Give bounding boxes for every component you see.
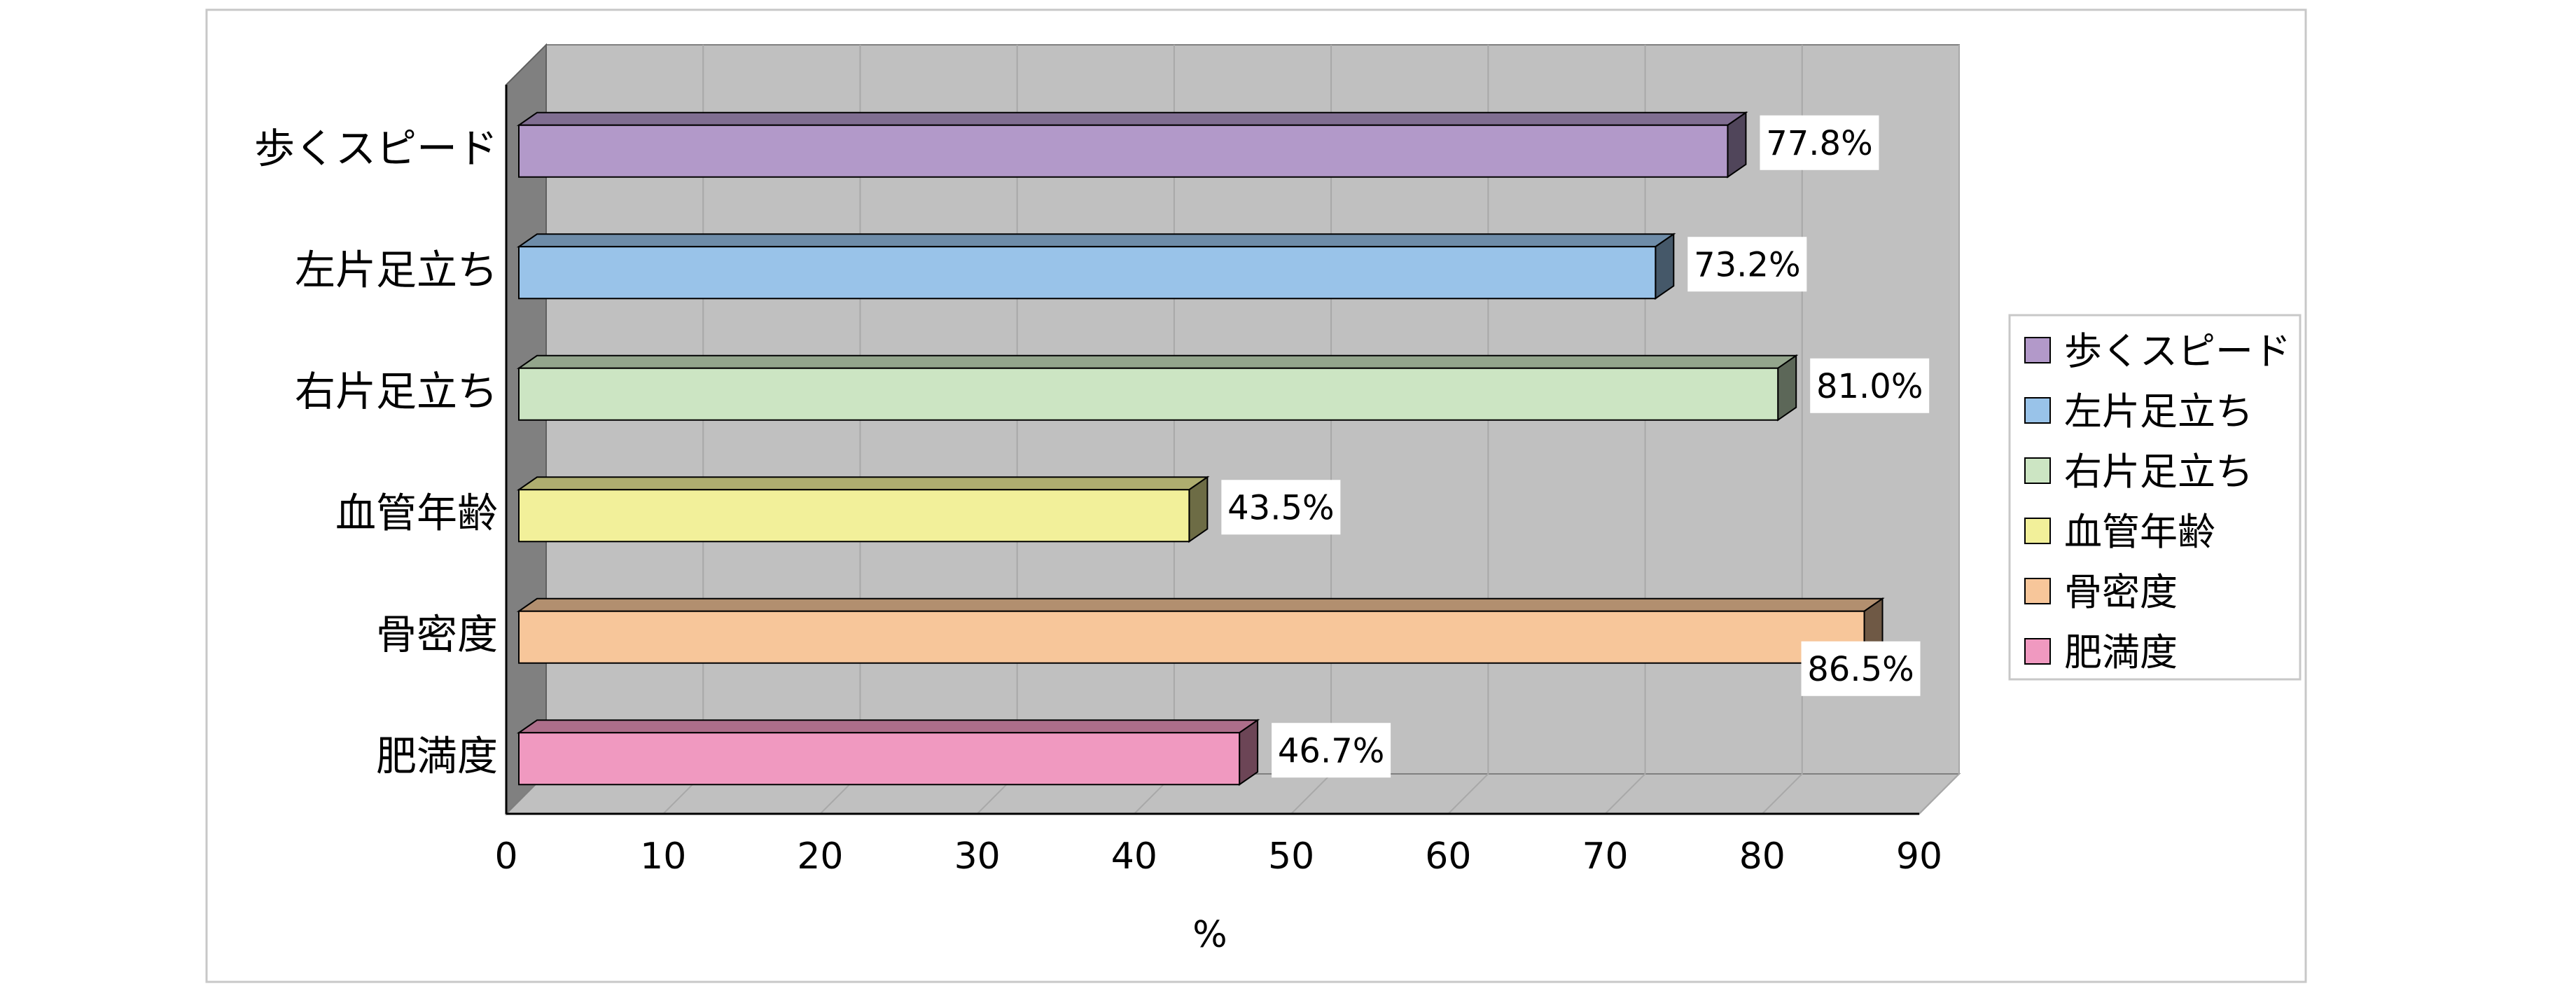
legend-entry: 右片足立ち — [2024, 450, 2253, 494]
legend-box — [2008, 314, 2302, 681]
bar-top-face — [516, 476, 1210, 491]
data-label: 73.2% — [1687, 237, 1807, 292]
bar — [516, 597, 1885, 665]
data-label-text: 77.8% — [1766, 124, 1872, 163]
bar-top-face — [516, 233, 1676, 248]
data-label-text: 86.5% — [1807, 650, 1914, 689]
data-label-text: 43.5% — [1227, 488, 1334, 527]
legend-swatch — [2024, 518, 2051, 544]
bar-front-face — [518, 124, 1729, 178]
x-tick-label: 50 — [1268, 836, 1314, 878]
x-tick-label: 20 — [797, 836, 843, 878]
data-label-box — [1801, 641, 1921, 696]
legend-swatch — [2024, 397, 2051, 424]
x-tick-label: 30 — [954, 836, 1001, 878]
x-tick-label: 0 — [494, 836, 517, 878]
data-label-box — [1687, 237, 1807, 292]
legend-swatch — [2024, 638, 2051, 665]
legend-entry: 血管年齢 — [2024, 510, 2215, 554]
x-axis-title: % — [1192, 914, 1227, 956]
bar — [516, 719, 1260, 786]
category-label: 骨密度 — [376, 611, 498, 658]
data-label: 43.5% — [1221, 480, 1341, 535]
bar-top-face — [516, 719, 1260, 734]
category-label: 肥満度 — [376, 732, 498, 779]
bar-front-face — [518, 489, 1190, 543]
data-label: 86.5% — [1801, 641, 1921, 696]
legend-label: 肥満度 — [2064, 630, 2178, 674]
bar-top-face — [516, 597, 1885, 612]
gridline — [1919, 45, 1960, 815]
category-label: 血管年齢 — [335, 489, 498, 536]
bar-front-face — [518, 610, 1865, 664]
bar — [516, 233, 1676, 300]
category-label: 左片足立ち — [295, 246, 498, 293]
data-label-box — [1760, 115, 1879, 170]
legend-swatch — [2024, 337, 2051, 363]
bar — [516, 476, 1210, 543]
x-tick-label: 80 — [1739, 836, 1785, 878]
data-label: 46.7% — [1272, 723, 1391, 778]
legend-entry: 肥満度 — [2024, 630, 2178, 674]
x-tick-label: 70 — [1582, 836, 1628, 878]
bar-top-face — [516, 111, 1748, 126]
x-tick-label: 60 — [1425, 836, 1471, 878]
legend-entry: 左片足立ち — [2024, 389, 2253, 434]
value-axis-labels: 0 10 20 30 40 50 60 70 80 90 — [494, 836, 1942, 878]
bar-top-face — [516, 354, 1799, 369]
legend-entry: 歩くスピード — [2024, 329, 2291, 373]
legend-label: 血管年齢 — [2064, 510, 2215, 554]
bar-front-face — [518, 246, 1657, 300]
plot-area: 77.8% 73.2% 81.0% 43.5% 86.5% 46.7% — [504, 43, 1961, 816]
category-label: 歩くスピード — [254, 125, 498, 172]
legend-swatch — [2024, 457, 2051, 484]
bar-front-face — [518, 732, 1241, 786]
data-label: 77.8% — [1760, 115, 1879, 170]
data-label-text: 73.2% — [1694, 245, 1800, 284]
bar — [516, 111, 1748, 179]
data-label-box — [1272, 723, 1391, 778]
data-label-text: 46.7% — [1278, 731, 1384, 770]
data-label-box — [1221, 480, 1341, 535]
x-tick-label: 40 — [1111, 836, 1157, 878]
legend-swatch — [2024, 578, 2051, 604]
bar — [516, 354, 1799, 422]
legend-label: 歩くスピード — [2064, 329, 2291, 373]
legend-label: 右片足立ち — [2064, 450, 2253, 494]
data-label: 81.0% — [1810, 358, 1930, 413]
bar-front-face — [518, 367, 1779, 421]
x-tick-label: 90 — [1896, 836, 1942, 878]
legend-label: 左片足立ち — [2064, 389, 2253, 434]
legend-label: 骨密度 — [2064, 570, 2178, 614]
data-label-text: 81.0% — [1816, 367, 1923, 406]
category-label: 右片足立ち — [295, 368, 498, 415]
x-tick-label: 10 — [640, 836, 686, 878]
data-label-box — [1810, 358, 1930, 413]
legend-entry: 骨密度 — [2024, 570, 2178, 614]
